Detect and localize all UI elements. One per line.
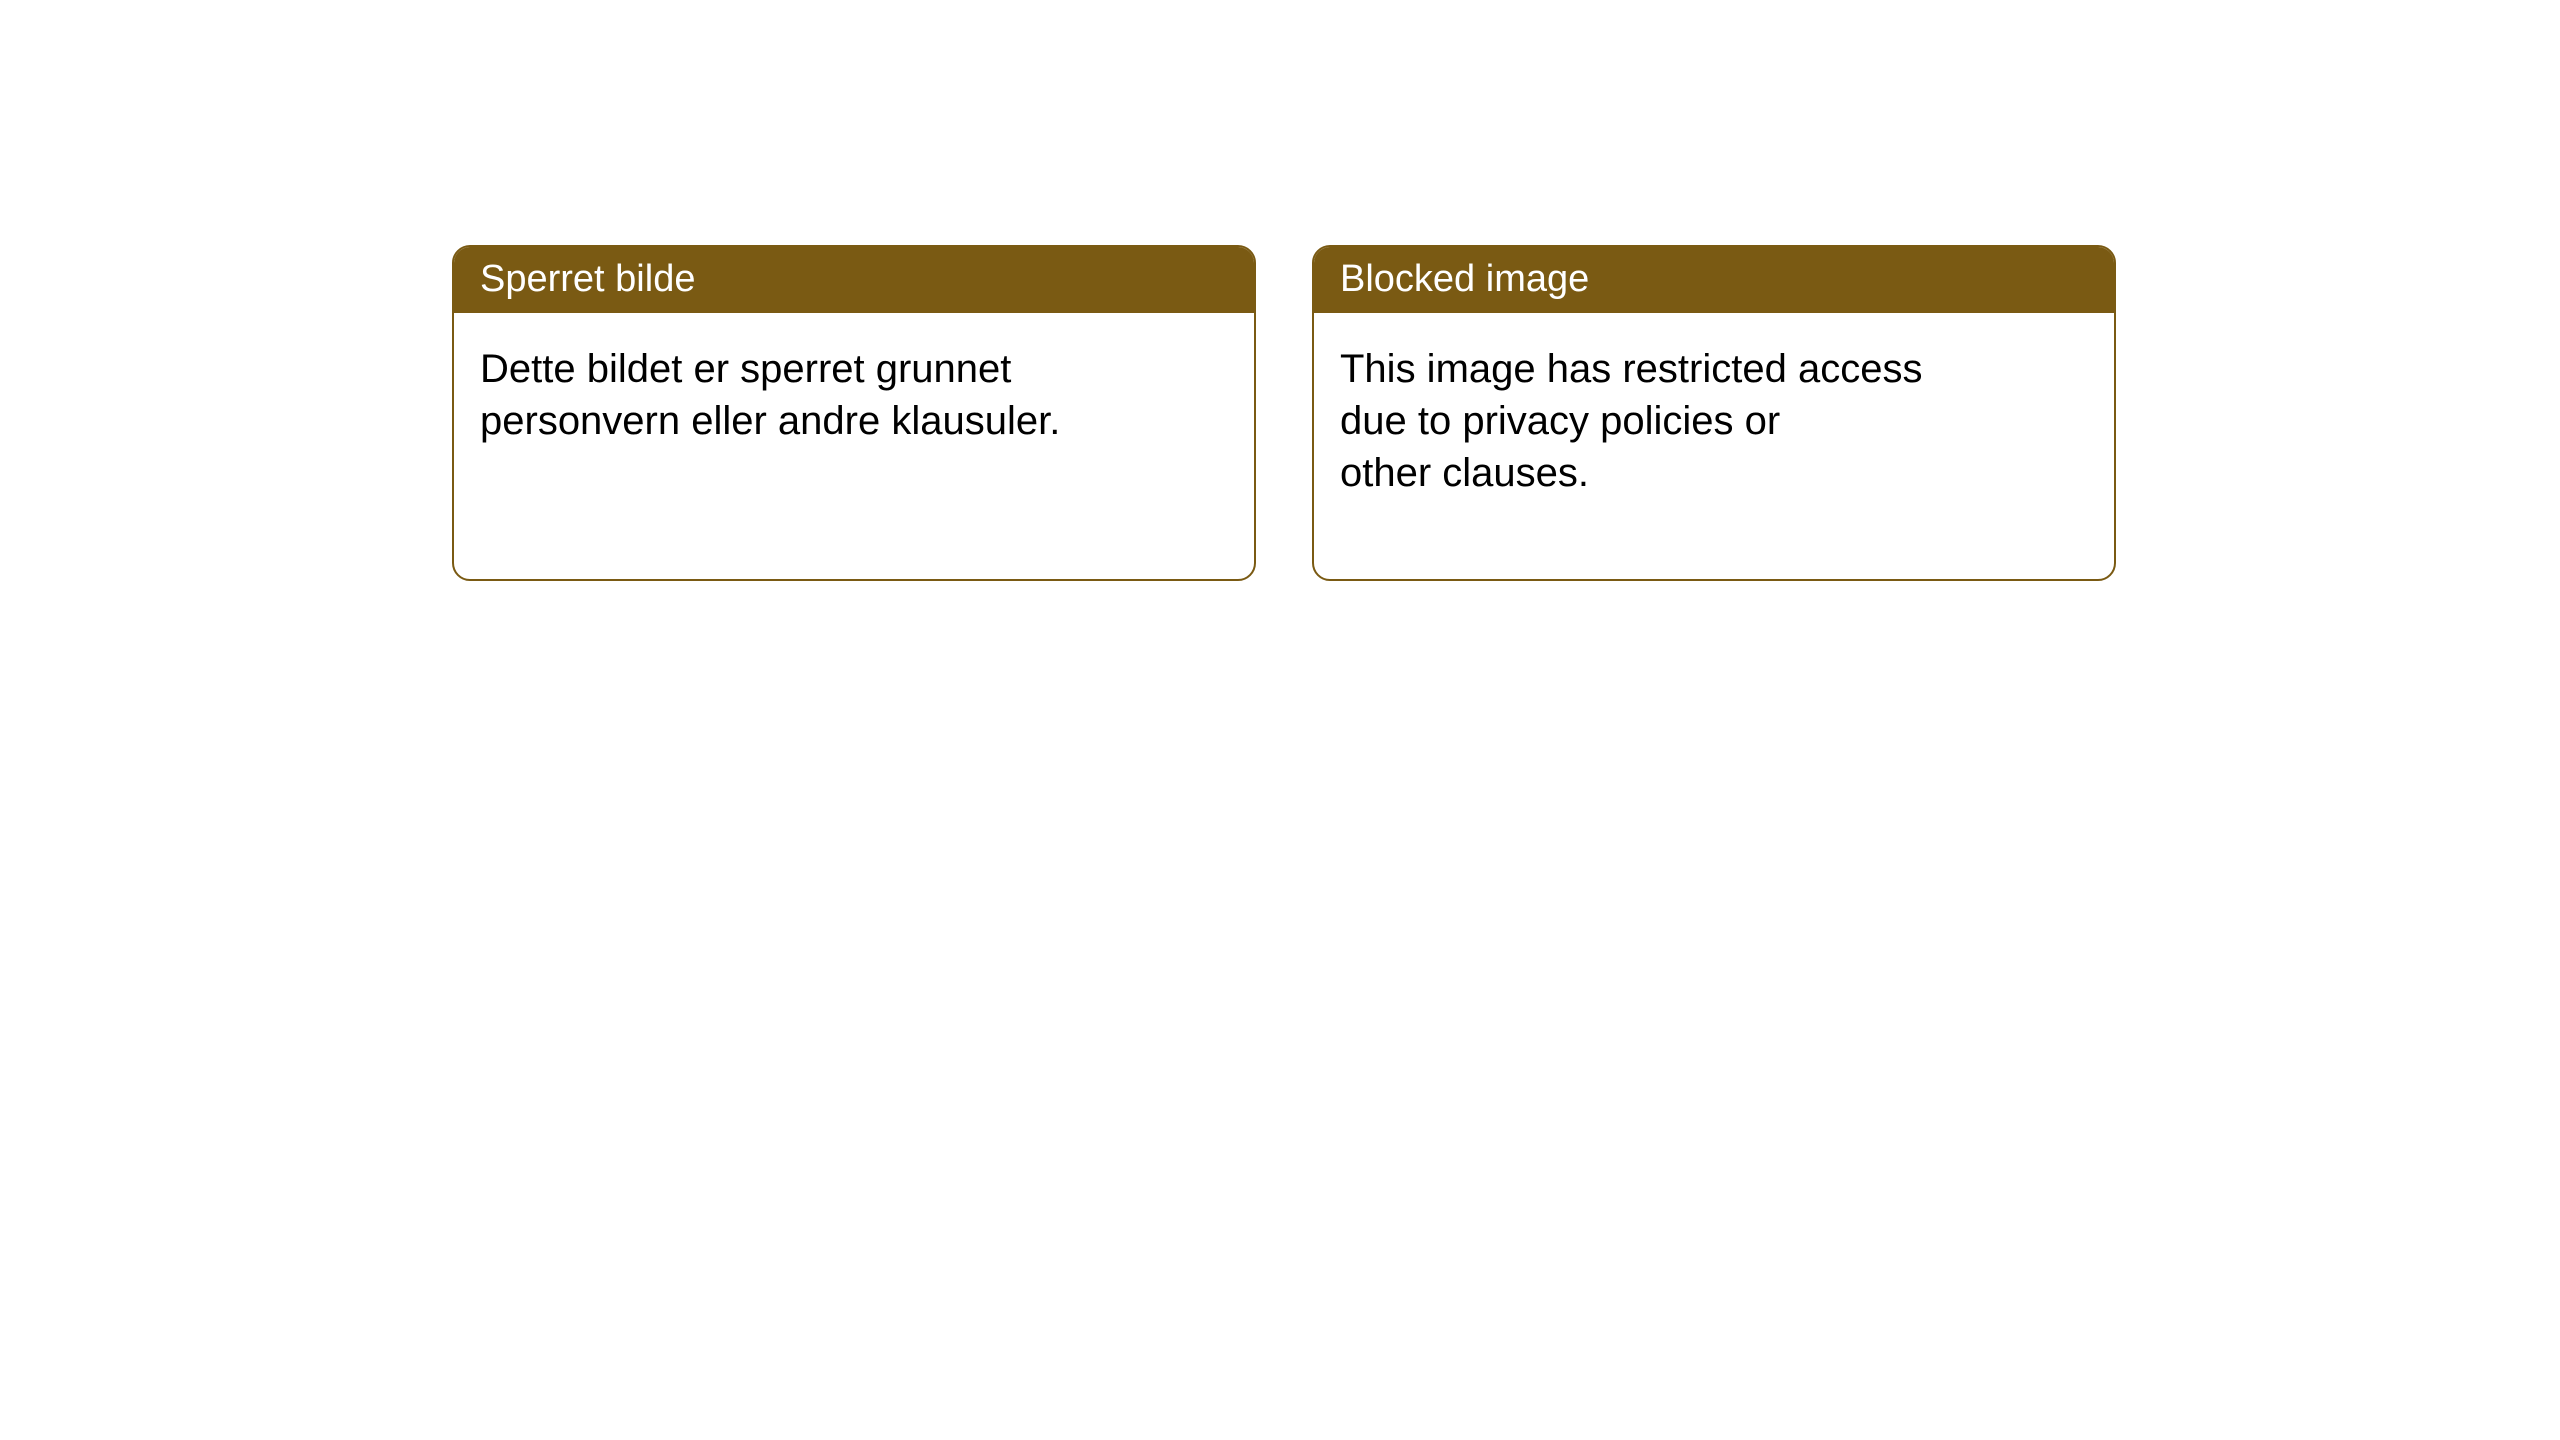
- notice-card-english: Blocked image This image has restricted …: [1312, 245, 2116, 581]
- notice-body: Dette bildet er sperret grunnet personve…: [454, 313, 1254, 527]
- notice-header: Sperret bilde: [454, 247, 1254, 313]
- notice-card-norwegian: Sperret bilde Dette bildet er sperret gr…: [452, 245, 1256, 581]
- notice-header: Blocked image: [1314, 247, 2114, 313]
- notice-body: This image has restricted access due to …: [1314, 313, 2114, 579]
- notice-container: Sperret bilde Dette bildet er sperret gr…: [452, 245, 2116, 581]
